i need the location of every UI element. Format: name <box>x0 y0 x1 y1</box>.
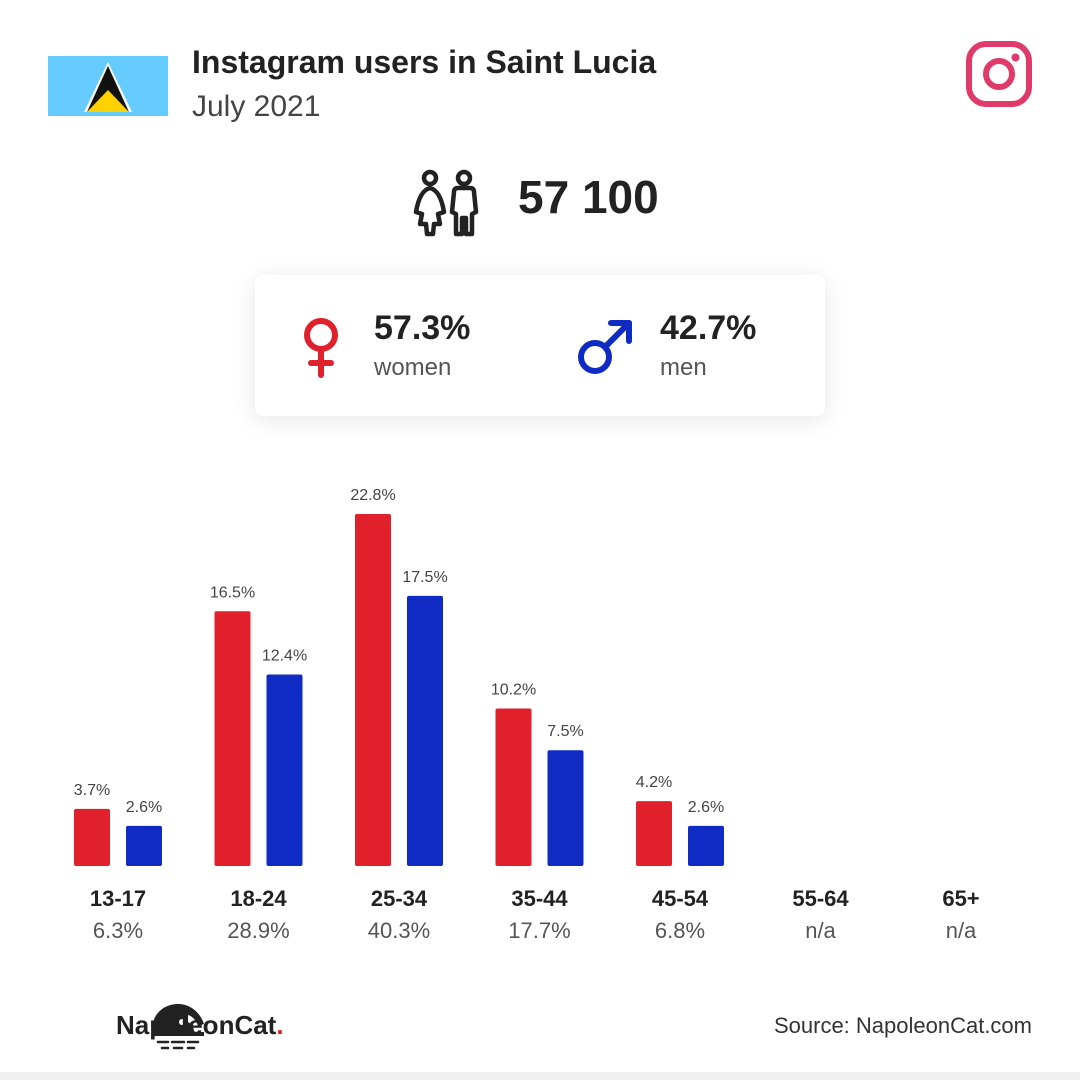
bottom-strip <box>0 1072 1080 1080</box>
brand-name: NapoleonCat. <box>116 1010 284 1040</box>
page-title: Instagram users in Saint Lucia <box>192 44 657 80</box>
bar-women-25-34 <box>355 514 391 866</box>
page-subtitle: July 2021 <box>192 90 321 123</box>
bar-men-45-54 <box>688 825 724 866</box>
bar-women-18-24 <box>214 611 251 866</box>
bar-label-women-35-44: 10.2% <box>491 682 536 699</box>
age-group-total-13-17: 6.3% <box>93 918 143 943</box>
people-icon <box>413 169 479 237</box>
bar-label-men-35-44: 7.5% <box>547 723 583 740</box>
women-label: women <box>374 354 452 381</box>
age-group-label-35-44: 35-44 <box>511 886 568 911</box>
bar-label-men-25-34: 17.5% <box>402 569 447 586</box>
age-group-label-13-17: 13-17 <box>90 886 146 911</box>
bar-label-women-18-24: 16.5% <box>210 584 255 601</box>
men-percentage: 42.7% <box>660 309 757 347</box>
female-symbol-icon <box>304 318 338 378</box>
age-group-label-55-64: 55-64 <box>792 886 849 911</box>
bar-label-men-18-24: 12.4% <box>262 648 307 665</box>
bar-label-men-13-17: 2.6% <box>126 799 162 816</box>
age-group-label-45-54: 45-54 <box>652 886 709 911</box>
age-group-total-45-54: 6.8% <box>655 918 705 943</box>
bar-women-35-44 <box>495 708 532 866</box>
age-group-label-65+: 65+ <box>942 886 979 911</box>
age-group-total-25-34: 40.3% <box>368 918 430 943</box>
bar-men-13-17 <box>126 825 162 866</box>
bar-men-25-34 <box>407 595 443 866</box>
bar-women-45-54 <box>636 801 672 866</box>
age-group-label-18-24: 18-24 <box>230 886 287 911</box>
bar-label-women-25-34: 22.8% <box>350 487 395 504</box>
age-group-total-18-24: 28.9% <box>227 918 289 943</box>
bar-women-13-17 <box>74 808 110 866</box>
age-group-total-55-64: n/a <box>805 918 836 943</box>
age-group-total-35-44: 17.7% <box>508 918 570 943</box>
bar-label-women-45-54: 4.2% <box>636 774 672 791</box>
instagram-icon <box>966 41 1032 107</box>
age-group-label-25-34: 25-34 <box>371 886 428 911</box>
napoleoncat-logo <box>152 1004 204 1050</box>
male-symbol-icon <box>578 320 632 374</box>
brand-dot: . <box>276 1010 284 1040</box>
bar-label-women-13-17: 3.7% <box>74 782 110 799</box>
saint-lucia-flag <box>48 56 168 116</box>
age-group-total-65+: n/a <box>946 918 977 943</box>
bar-label-men-45-54: 2.6% <box>688 799 724 816</box>
bar-men-35-44 <box>547 750 584 866</box>
gender-card: 57.3% women 42.7% men <box>255 275 825 416</box>
bar-men-18-24 <box>266 674 303 866</box>
total-users: 57 100 <box>518 171 659 223</box>
men-label: men <box>660 354 707 381</box>
source-credit: Source: NapoleonCat.com <box>773 1013 1032 1038</box>
women-percentage: 57.3% <box>374 309 471 347</box>
